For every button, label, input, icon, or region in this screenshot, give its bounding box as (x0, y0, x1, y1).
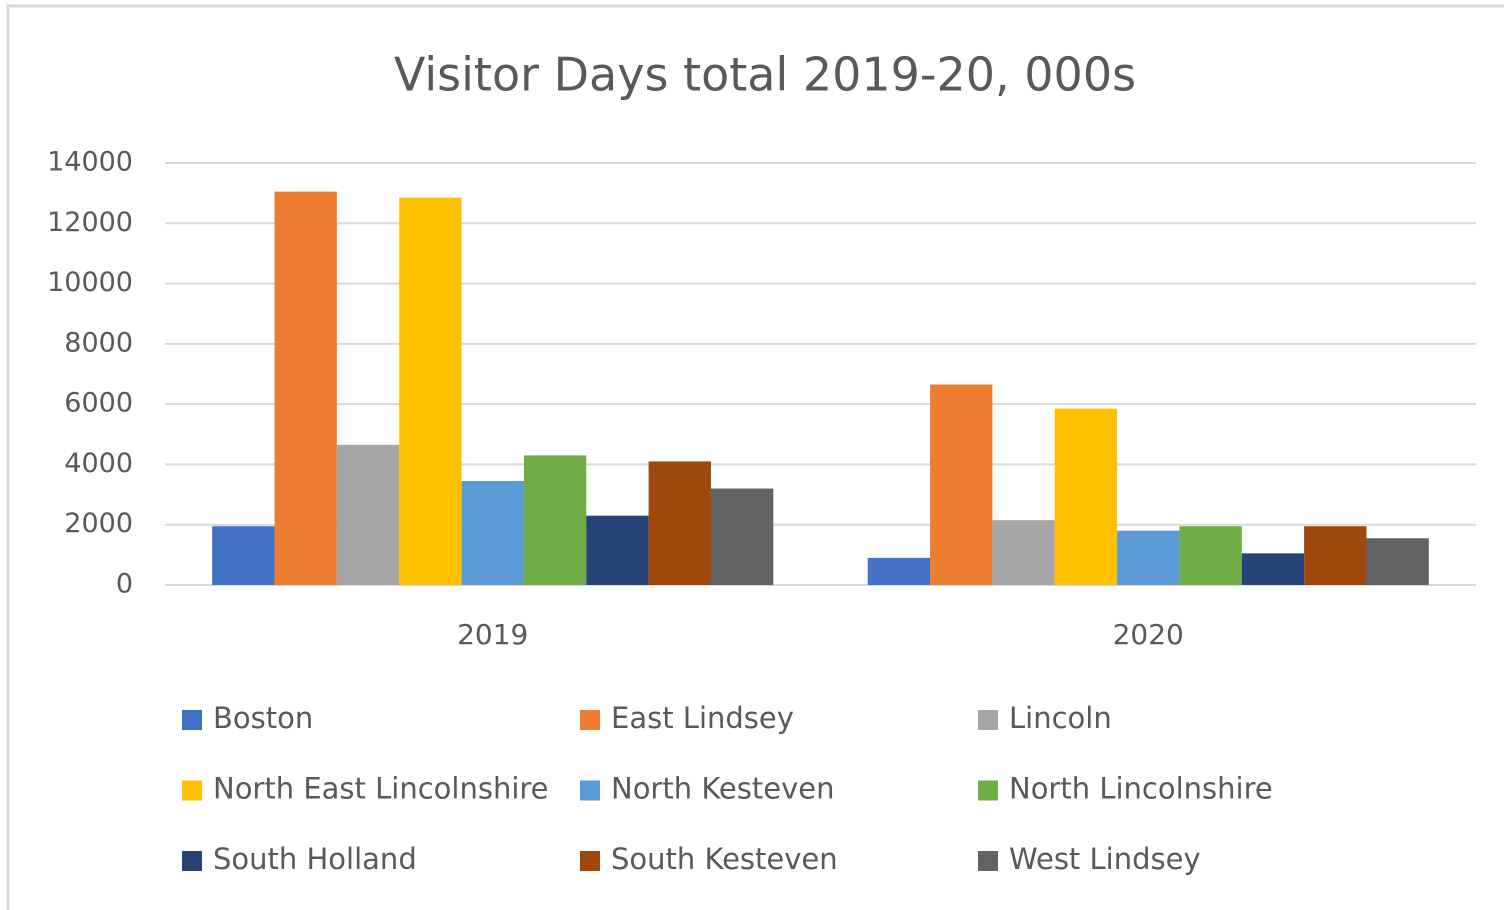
bar (461, 481, 524, 585)
y-tick-label: 6000 (64, 388, 133, 419)
y-tick-label: 0 (116, 569, 133, 600)
y-tick-label: 2000 (64, 508, 133, 539)
legend-label: South Holland (213, 842, 417, 876)
legend-swatch (182, 710, 202, 730)
legend-label: Lincoln (1009, 701, 1112, 735)
bar (1179, 526, 1242, 585)
bar (1241, 553, 1305, 585)
bar (930, 384, 993, 585)
legend-swatch (978, 851, 998, 871)
bar (212, 526, 275, 585)
y-tick-label: 12000 (47, 207, 133, 238)
bar (992, 520, 1055, 585)
chart-title: Visitor Days total 2019-20, 000s (394, 48, 1136, 102)
bar (648, 461, 711, 585)
bar (1054, 408, 1118, 585)
bar (1304, 526, 1367, 585)
legend-swatch (580, 780, 600, 801)
bar (274, 191, 337, 585)
legend-label: South Kesteven (611, 842, 838, 876)
bar (1366, 538, 1429, 585)
bar (399, 197, 462, 585)
y-tick-label: 10000 (47, 267, 133, 298)
legend-label: West Lindsey (1009, 842, 1201, 876)
chart-border (6, 4, 1504, 910)
bar (1117, 530, 1180, 585)
legend-label: East Lindsey (611, 701, 794, 735)
legend-label: North East Lincolnshire (213, 772, 549, 806)
legend-label: North Lincolnshire (1009, 772, 1273, 806)
legend-swatch (580, 851, 600, 871)
legend-swatch (182, 851, 202, 871)
bar (336, 444, 400, 585)
y-tick-label: 4000 (64, 448, 133, 479)
bar (710, 488, 774, 585)
bar (523, 455, 587, 585)
x-tick-label: 2019 (457, 618, 528, 651)
legend-swatch (580, 710, 600, 730)
y-tick-label: 14000 (47, 147, 133, 178)
legend-swatch (978, 710, 998, 730)
legend-label: North Kesteven (611, 772, 834, 806)
legend-swatch (182, 780, 202, 801)
legend-label: Boston (213, 701, 313, 735)
legend-swatch (978, 780, 998, 801)
y-tick-label: 8000 (64, 327, 133, 358)
bar (867, 557, 931, 585)
x-tick-label: 2020 (1113, 618, 1184, 651)
bar (586, 515, 649, 585)
